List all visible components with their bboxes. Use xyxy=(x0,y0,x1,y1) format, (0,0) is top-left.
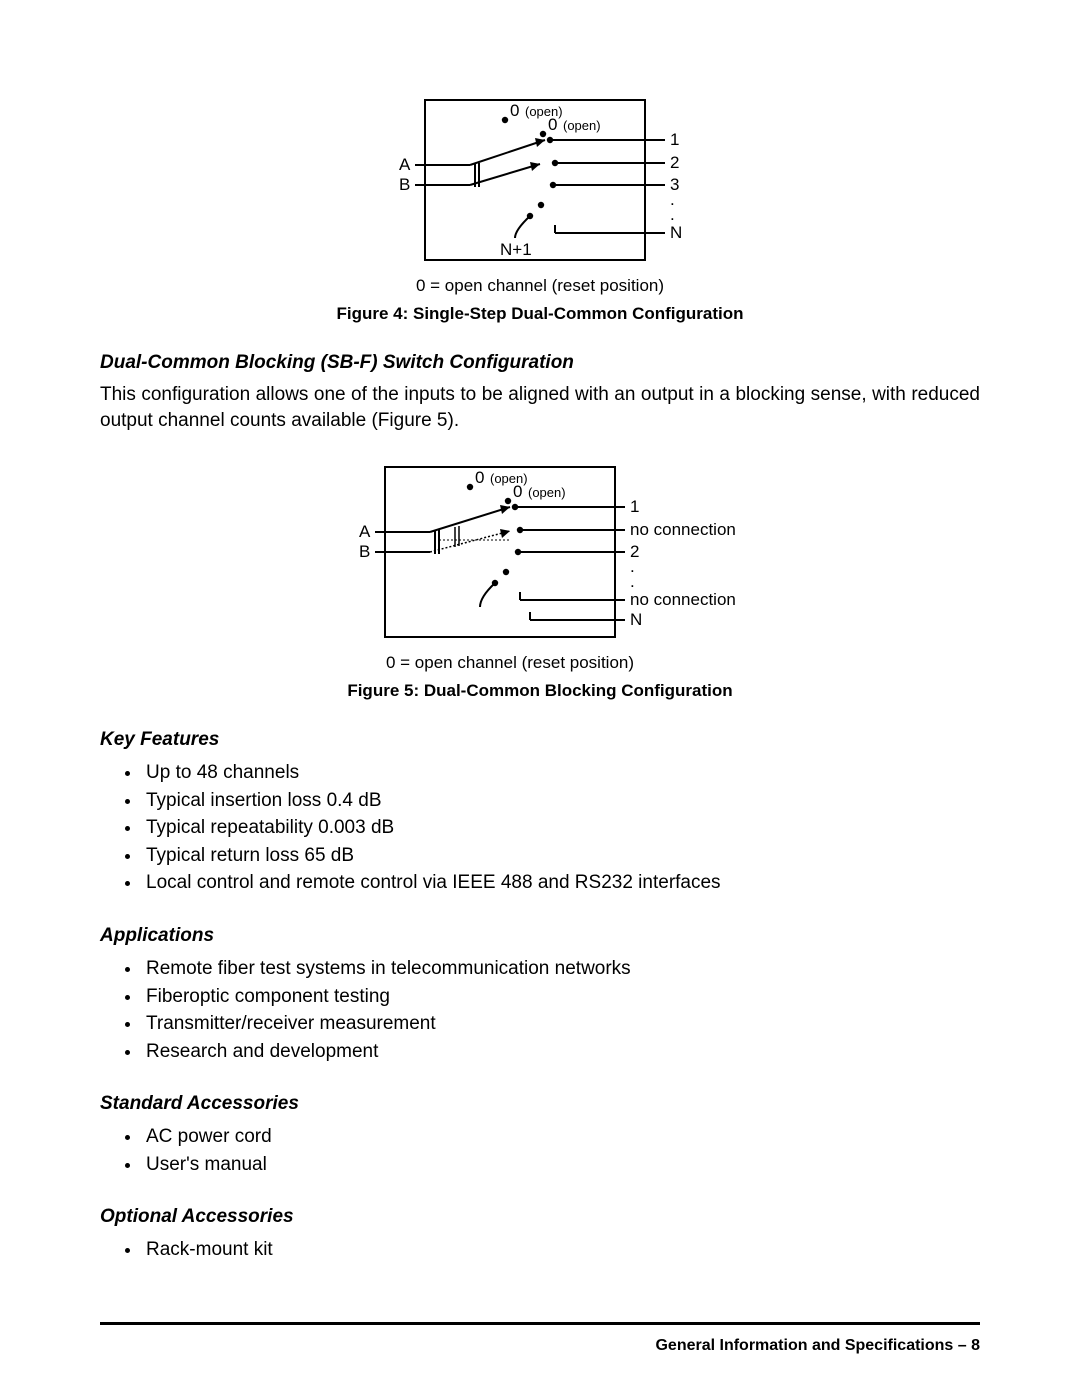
paragraph-dual-common-blocking: This configuration allows one of the inp… xyxy=(100,382,980,433)
fig4-inner-zero2a: 0 xyxy=(548,115,557,134)
list-key-features: Up to 48 channels Typical insertion loss… xyxy=(100,759,980,897)
figure-5-diagram: A B 1 no connection 2 . . no connection … xyxy=(325,457,755,647)
fig5-note: 0 = open channel (reset position) xyxy=(40,653,980,673)
heading-standard-accessories: Standard Accessories xyxy=(100,1093,980,1115)
list-item: Rack-mount kit xyxy=(142,1236,980,1264)
fig4-title: Figure 4: Single-Step Dual-Common Config… xyxy=(100,304,980,324)
list-item: Research and development xyxy=(142,1038,980,1066)
fig4-label-N: N xyxy=(670,223,682,242)
fig4-inner-zero1a: 0 xyxy=(510,101,519,120)
list-item: Typical return loss 65 dB xyxy=(142,842,980,870)
fig5-label-nc2: no connection xyxy=(630,590,736,609)
figure-5: A B 1 no connection 2 . . no connection … xyxy=(100,457,980,701)
fig4-label-1: 1 xyxy=(670,130,679,149)
list-item: Local control and remote control via IEE… xyxy=(142,869,980,897)
fig5-title: Figure 5: Dual-Common Blocking Configura… xyxy=(100,681,980,701)
fig4-label-A: A xyxy=(399,155,411,174)
heading-applications: Applications xyxy=(100,925,980,947)
heading-key-features: Key Features xyxy=(100,729,980,751)
fig5-label-N: N xyxy=(630,610,642,629)
fig5-inner-zero2b: (open) xyxy=(528,485,566,500)
list-applications: Remote fiber test systems in telecommuni… xyxy=(100,955,980,1065)
footer-text: General Information and Specifications –… xyxy=(655,1337,980,1355)
fig4-label-B: B xyxy=(399,175,410,194)
footer-rule xyxy=(100,1322,980,1325)
document-page: A B 1 2 3 . . N 0 (open) 0 (open) N+1 0 … xyxy=(0,0,1080,1397)
list-item: Up to 48 channels xyxy=(142,759,980,787)
fig5-label-A: A xyxy=(359,522,371,541)
fig5-inner-zero2a: 0 xyxy=(513,482,522,501)
list-item: Remote fiber test systems in telecommuni… xyxy=(142,955,980,983)
list-item: Typical insertion loss 0.4 dB xyxy=(142,787,980,815)
fig4-label-2: 2 xyxy=(670,153,679,172)
fig5-inner-zero1a: 0 xyxy=(475,468,484,487)
figure-4-diagram: A B 1 2 3 . . N 0 (open) 0 (open) N+1 xyxy=(355,90,725,270)
fig5-label-nc1: no connection xyxy=(630,520,736,539)
fig4-label-dot2: . xyxy=(670,205,675,224)
fig4-inner-np1: N+1 xyxy=(500,240,532,259)
list-optional-accessories: Rack-mount kit xyxy=(100,1236,980,1264)
fig5-label-B: B xyxy=(359,542,370,561)
heading-dual-common-blocking: Dual-Common Blocking (SB-F) Switch Confi… xyxy=(100,352,980,374)
fig4-note: 0 = open channel (reset position) xyxy=(100,276,980,296)
list-item: Transmitter/receiver measurement xyxy=(142,1010,980,1038)
fig4-inner-zero2b: (open) xyxy=(563,118,601,133)
fig5-label-dot2: . xyxy=(630,572,635,591)
figure-4: A B 1 2 3 . . N 0 (open) 0 (open) N+1 0 … xyxy=(100,90,980,324)
list-standard-accessories: AC power cord User's manual xyxy=(100,1123,980,1178)
heading-optional-accessories: Optional Accessories xyxy=(100,1206,980,1228)
fig5-label-1: 1 xyxy=(630,497,639,516)
list-item: Fiberoptic component testing xyxy=(142,983,980,1011)
list-item: User's manual xyxy=(142,1151,980,1179)
list-item: Typical repeatability 0.003 dB xyxy=(142,814,980,842)
list-item: AC power cord xyxy=(142,1123,980,1151)
